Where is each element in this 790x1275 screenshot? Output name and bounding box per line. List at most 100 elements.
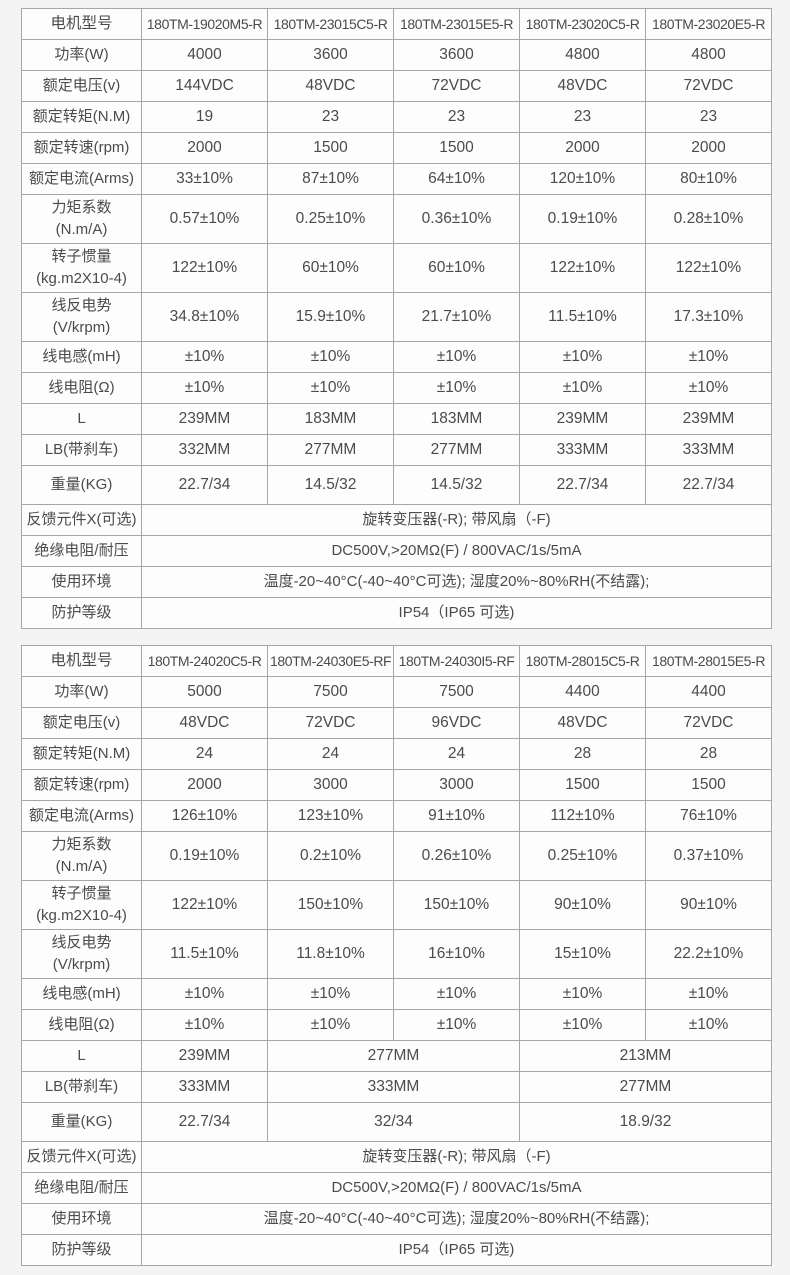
spec-value-cell: 1500 — [267, 132, 394, 164]
spec-value-cell: 24 — [267, 738, 394, 770]
spec-value-cell: 34.8±10% — [141, 292, 268, 342]
footer-row-label: 使用环境 — [21, 566, 142, 598]
spec-row: 力矩系数 (N.m/A) 0.57±10% 0.25±10% 0.36±10% 0.19… — [21, 194, 772, 244]
spec-value-cell: 23 — [267, 101, 394, 133]
footer-row-value: DC500V,>20MΩ(F) / 800VAC/1s/5mA — [141, 1172, 772, 1204]
spec-row-label: LB(带刹车) — [21, 434, 142, 466]
spec-value-cell: 2000 — [519, 132, 646, 164]
spec-value-cell: ±10% — [141, 372, 268, 404]
row-label-motor-model: 电机型号 — [21, 645, 142, 677]
spec-row-label: 额定转速(rpm) — [21, 769, 142, 801]
spec-row-label: 功率(W) — [21, 39, 142, 71]
spec-value-cell: ±10% — [393, 1009, 520, 1041]
spec-value-cell: 332MM — [141, 434, 268, 466]
spec-value-cell: 1500 — [519, 769, 646, 801]
spec-value-cell: 22.7/34 — [645, 465, 772, 505]
spec-value-cell: ±10% — [267, 372, 394, 404]
spec-value-cell: 0.26±10% — [393, 831, 520, 881]
spec-value-cell: 1500 — [393, 132, 520, 164]
spec-value-cell: 277MM — [393, 434, 520, 466]
spec-value-cell: 4400 — [645, 676, 772, 708]
footer-row-value: IP54（IP65 可选) — [141, 597, 772, 629]
spec-value-cell: 21.7±10% — [393, 292, 520, 342]
spec-value-cell: 14.5/32 — [393, 465, 520, 505]
footer-row-value: IP54（IP65 可选) — [141, 1234, 772, 1266]
spec-value-cell: 17.3±10% — [645, 292, 772, 342]
spec-value-cell: ±10% — [267, 978, 394, 1010]
model-number-cell: 180TM-24030I5-RF — [393, 645, 520, 677]
spec-value-cell: ±10% — [645, 1009, 772, 1041]
spec-value-cell: 122±10% — [141, 243, 268, 293]
spec-row-label: 力矩系数 (N.m/A) — [21, 831, 142, 881]
spec-value-cell: 14.5/32 — [267, 465, 394, 505]
spec-value-cell: 33±10% — [141, 163, 268, 195]
spec-value-cell: 72VDC — [267, 707, 394, 739]
spec-row: 线电感(mH) ±10% ±10% ±10% ±10% ±10% — [21, 341, 772, 373]
spec-value-cell: 15±10% — [519, 929, 646, 979]
spec-value-cell: 144VDC — [141, 70, 268, 102]
spec-value-cell: 333MM — [267, 1071, 520, 1103]
footer-row-value: 旋转变压器(-R); 带风扇（-F) — [141, 504, 772, 536]
footer-row: 绝缘电阻/耐压 DC500V,>20MΩ(F) / 800VAC/1s/5mA — [21, 535, 772, 567]
spec-value-cell: 3000 — [393, 769, 520, 801]
footer-row: 绝缘电阻/耐压 DC500V,>20MΩ(F) / 800VAC/1s/5mA — [21, 1172, 772, 1204]
spec-value-cell: 28 — [519, 738, 646, 770]
spec-row-label: 线电感(mH) — [21, 341, 142, 373]
spec-row-label: 额定转矩(N.M) — [21, 101, 142, 133]
spec-value-cell: 0.28±10% — [645, 194, 772, 244]
spec-value-cell: 122±10% — [645, 243, 772, 293]
footer-row: 防护等级 IP54（IP65 可选) — [21, 597, 772, 629]
spec-value-cell: 72VDC — [393, 70, 520, 102]
model-number-cell: 180TM-23015E5-R — [393, 8, 520, 40]
spec-value-cell: 239MM — [141, 1040, 268, 1072]
spec-row: 额定转矩(N.M) 19 23 23 23 23 — [21, 101, 772, 133]
spec-value-cell: 32/34 — [267, 1102, 520, 1142]
spec-value-cell: 4400 — [519, 676, 646, 708]
footer-row-value: DC500V,>20MΩ(F) / 800VAC/1s/5mA — [141, 535, 772, 567]
spec-value-cell: 2000 — [141, 132, 268, 164]
spec-value-cell: 3600 — [393, 39, 520, 71]
spec-value-cell: ±10% — [519, 978, 646, 1010]
spec-value-cell: 183MM — [267, 403, 394, 435]
spec-value-cell: 24 — [393, 738, 520, 770]
spec-row: 转子惯量 (kg.m2X10-4) 122±10% 60±10% 60±10% 122±… — [21, 243, 772, 293]
footer-row-value: 温度-20~40°C(-40~40°C可选); 湿度20%~80%RH(不结露)… — [141, 566, 772, 598]
spec-value-cell: ±10% — [267, 341, 394, 373]
spec-row-label: 额定电压(v) — [21, 70, 142, 102]
spec-value-cell: ±10% — [141, 341, 268, 373]
spec-row: 额定电流(Arms) 33±10% 87±10% 64±10% 120±10% 80±10… — [21, 163, 772, 195]
spec-value-cell: 87±10% — [267, 163, 394, 195]
spec-value-cell: 23 — [645, 101, 772, 133]
spec-value-cell: 18.9/32 — [519, 1102, 772, 1142]
spec-value-cell: 0.25±10% — [519, 831, 646, 881]
spec-value-cell: ±10% — [645, 372, 772, 404]
spec-value-cell: 72VDC — [645, 70, 772, 102]
spec-value-cell: 28 — [645, 738, 772, 770]
spec-row: 线电阻(Ω) ±10% ±10% ±10% ±10% ±10% — [21, 1009, 772, 1041]
spec-value-cell: 60±10% — [267, 243, 394, 293]
spec-value-cell: 239MM — [645, 403, 772, 435]
spec-value-cell: 239MM — [519, 403, 646, 435]
spec-value-cell: 22.7/34 — [519, 465, 646, 505]
spec-value-cell: 120±10% — [519, 163, 646, 195]
spec-value-cell: 90±10% — [645, 880, 772, 930]
spec-value-cell: 122±10% — [141, 880, 268, 930]
model-number-cell: 180TM-23020C5-R — [519, 8, 646, 40]
spec-value-cell: 80±10% — [645, 163, 772, 195]
spec-row: 功率(W) 4000 3600 3600 4800 4800 — [21, 39, 772, 71]
spec-row-label: 额定转矩(N.M) — [21, 738, 142, 770]
spec-row: 力矩系数 (N.m/A) 0.19±10% 0.2±10% 0.26±10% 0.25±… — [21, 831, 772, 881]
spec-value-cell: 122±10% — [519, 243, 646, 293]
spec-value-cell: ±10% — [519, 1009, 646, 1041]
footer-row: 使用环境 温度-20~40°C(-40~40°C可选); 湿度20%~80%RH(… — [21, 566, 772, 598]
spec-value-cell: 22.7/34 — [141, 1102, 268, 1142]
spec-row-label: LB(带刹车) — [21, 1071, 142, 1103]
footer-row-label: 使用环境 — [21, 1203, 142, 1235]
spec-value-cell: 19 — [141, 101, 268, 133]
footer-row: 使用环境 温度-20~40°C(-40~40°C可选); 湿度20%~80%RH(… — [21, 1203, 772, 1235]
spec-row: L 239MM 277MM 213MM — [21, 1040, 772, 1072]
spec-row-label: 线反电势 (V/krpm) — [21, 929, 142, 979]
spec-value-cell: 112±10% — [519, 800, 646, 832]
spec-value-cell: 90±10% — [519, 880, 646, 930]
